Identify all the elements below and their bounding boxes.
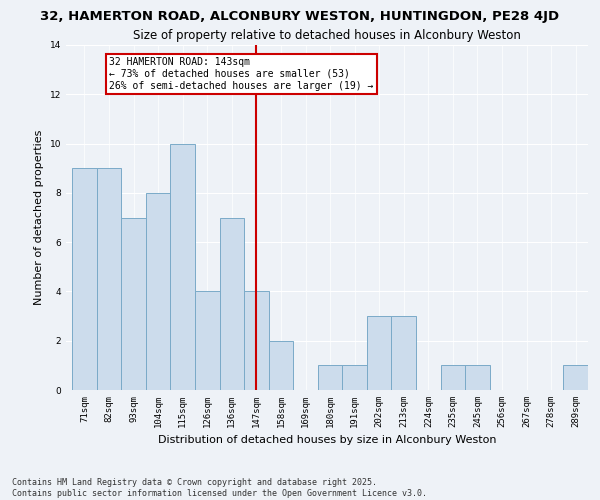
Bar <box>146 193 170 390</box>
Title: Size of property relative to detached houses in Alconbury Weston: Size of property relative to detached ho… <box>133 30 521 43</box>
Bar <box>195 292 220 390</box>
Bar <box>465 366 490 390</box>
Bar <box>391 316 416 390</box>
Bar <box>121 218 146 390</box>
Text: 32, HAMERTON ROAD, ALCONBURY WESTON, HUNTINGDON, PE28 4JD: 32, HAMERTON ROAD, ALCONBURY WESTON, HUN… <box>40 10 560 23</box>
Bar <box>367 316 391 390</box>
Bar <box>72 168 97 390</box>
Bar <box>563 366 588 390</box>
Text: Contains HM Land Registry data © Crown copyright and database right 2025.
Contai: Contains HM Land Registry data © Crown c… <box>12 478 427 498</box>
Text: 32 HAMERTON ROAD: 143sqm
← 73% of detached houses are smaller (53)
26% of semi-d: 32 HAMERTON ROAD: 143sqm ← 73% of detach… <box>109 58 373 90</box>
Y-axis label: Number of detached properties: Number of detached properties <box>34 130 44 305</box>
Bar <box>318 366 343 390</box>
Bar <box>440 366 465 390</box>
Bar <box>170 144 195 390</box>
Bar <box>97 168 121 390</box>
X-axis label: Distribution of detached houses by size in Alconbury Weston: Distribution of detached houses by size … <box>158 436 496 446</box>
Bar <box>343 366 367 390</box>
Bar <box>220 218 244 390</box>
Bar <box>269 340 293 390</box>
Bar <box>244 292 269 390</box>
